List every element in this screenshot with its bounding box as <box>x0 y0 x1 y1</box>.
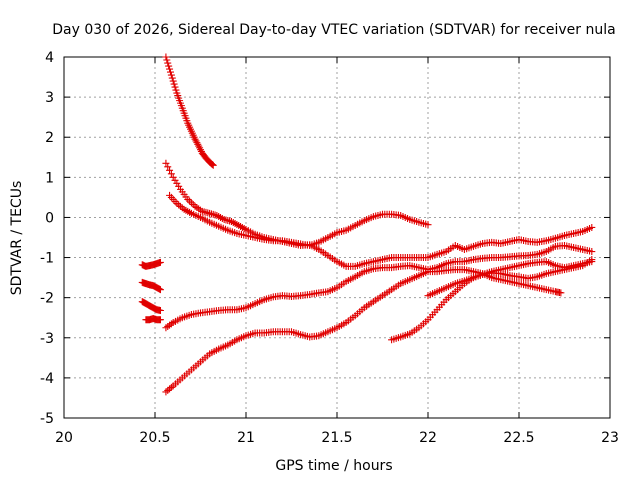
series-s4 <box>162 242 596 332</box>
data-point <box>588 248 596 256</box>
x-tick-label: 21.5 <box>321 430 352 446</box>
series-s8 <box>138 258 164 270</box>
data-point <box>175 182 183 190</box>
data-point <box>588 223 596 231</box>
data-point <box>172 86 180 94</box>
data-point <box>169 77 177 85</box>
data-point <box>166 166 174 174</box>
x-axis-title: GPS time / hours <box>275 458 392 474</box>
y-tick-labels: -5 -4 -3 -2 -1 0 1 2 3 4 <box>40 50 54 427</box>
data-point <box>168 74 176 82</box>
data-point <box>175 201 183 209</box>
series-s11 <box>142 315 164 324</box>
x-tick-label: 20 <box>55 430 73 446</box>
y-tick-label: -1 <box>40 251 54 267</box>
y-tick-label: 4 <box>45 50 54 66</box>
y-tick-label: 3 <box>45 90 54 106</box>
data-point <box>167 71 175 79</box>
axis-ticks <box>63 56 611 419</box>
x-tick-label: 23 <box>601 430 619 446</box>
data-point <box>166 68 174 76</box>
data-point <box>167 170 175 178</box>
data-point <box>208 160 216 168</box>
series-s3 <box>166 191 432 250</box>
series-s9 <box>138 278 164 294</box>
data-point <box>176 202 184 210</box>
series-s7 <box>424 258 596 300</box>
x-tick-label: 20.5 <box>139 430 170 446</box>
data-point <box>164 59 172 67</box>
chart-title: Day 030 of 2026, Sidereal Day-to-day VTE… <box>52 22 615 38</box>
data-point <box>186 197 194 205</box>
grid-lines <box>64 57 610 418</box>
data-point <box>162 53 170 61</box>
data-point <box>156 307 164 315</box>
data-point <box>156 286 164 294</box>
data-point <box>166 385 174 393</box>
data-point <box>156 316 164 324</box>
data-point <box>166 65 174 73</box>
x-tick-label: 22.5 <box>503 430 534 446</box>
data-point <box>171 176 179 184</box>
data-point <box>588 258 596 266</box>
data-point <box>165 62 173 70</box>
x-tick-labels: 20 20.5 21 21.5 22 22.5 23 <box>55 430 619 446</box>
data-point <box>209 161 217 169</box>
y-tick-label: -5 <box>40 411 54 427</box>
y-axis-title: SDTVAR / TECUs <box>9 181 25 296</box>
data-point <box>424 221 432 229</box>
y-tick-label: -3 <box>40 331 54 347</box>
data-point <box>171 83 179 91</box>
data-point <box>162 388 170 396</box>
data-point <box>162 159 170 167</box>
y-tick-label: 1 <box>45 170 54 186</box>
y-tick-label: -2 <box>40 291 54 307</box>
data-point <box>164 163 172 171</box>
data-point <box>194 140 202 148</box>
data-point <box>163 56 171 64</box>
data-point <box>156 258 164 266</box>
y-tick-label: 2 <box>45 130 54 146</box>
data-point <box>187 199 195 207</box>
x-tick-label: 22 <box>419 430 437 446</box>
data-points <box>138 53 596 396</box>
series-s10 <box>138 298 164 315</box>
data-point <box>557 289 565 297</box>
y-tick-label: 0 <box>45 210 54 226</box>
x-tick-label: 21 <box>237 430 255 446</box>
data-point <box>170 80 178 88</box>
data-point <box>173 179 181 187</box>
data-point <box>167 383 175 391</box>
data-point <box>169 173 177 181</box>
data-point <box>189 201 197 209</box>
data-point <box>164 386 172 394</box>
series-s1 <box>162 53 217 169</box>
series-s5 <box>162 266 565 396</box>
y-tick-label: -4 <box>40 371 54 387</box>
